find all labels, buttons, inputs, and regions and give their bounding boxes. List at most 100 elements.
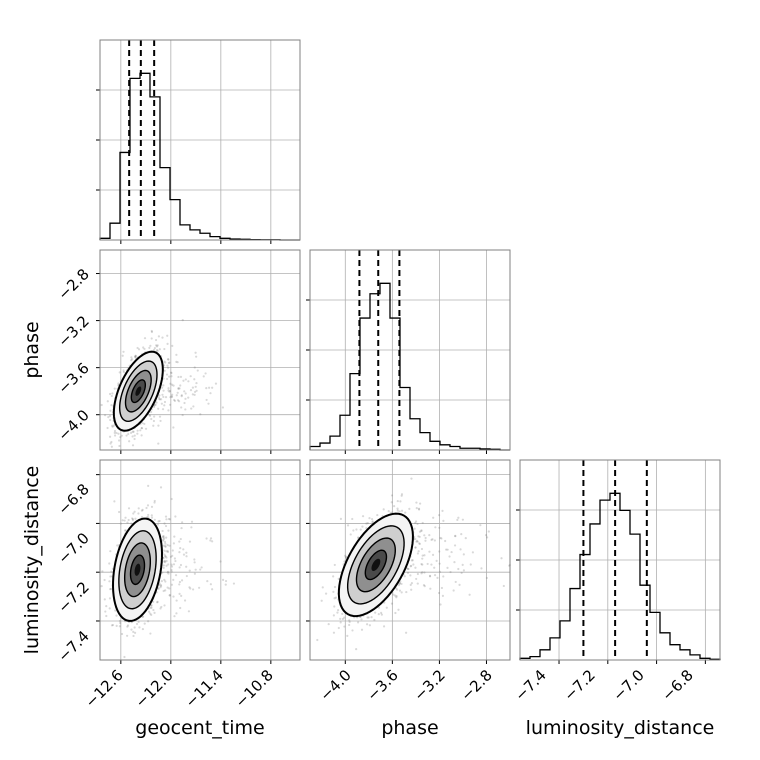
scatter-point	[132, 512, 135, 515]
scatter-point	[136, 429, 139, 432]
scatter-point	[166, 334, 169, 337]
scatter-point	[403, 575, 406, 578]
scatter-point	[133, 434, 136, 437]
scatter-point	[209, 392, 212, 395]
scatter-point	[170, 371, 173, 375]
scatter-point	[423, 584, 426, 588]
scatter-point	[406, 571, 410, 574]
scatter-point	[433, 539, 436, 542]
scatter-point	[131, 444, 135, 447]
scatter-point	[211, 386, 214, 389]
scatter-point	[416, 572, 419, 576]
scatter-point	[163, 522, 166, 525]
scatter-point	[131, 430, 134, 433]
scatter-point	[208, 386, 211, 389]
scatter-point	[183, 599, 187, 602]
scatter-point	[109, 588, 112, 591]
scatter-point	[137, 512, 140, 515]
scatter-point	[177, 400, 181, 403]
scatter-point	[157, 424, 160, 427]
scatter-point	[164, 580, 167, 583]
scatter-point	[178, 387, 181, 390]
scatter-point	[166, 358, 170, 361]
scatter-point	[137, 348, 141, 351]
scatter-point	[439, 536, 442, 540]
scatter-point	[182, 553, 186, 556]
scatter-point	[106, 400, 109, 403]
scatter-point	[356, 621, 360, 624]
scatter-point	[500, 557, 503, 560]
scatter-point	[171, 344, 174, 347]
panel-density-geocent_time-luminosity_distance	[96, 459, 301, 664]
scatter-point	[179, 375, 183, 378]
scatter-point	[460, 533, 463, 536]
scatter-point	[332, 575, 335, 578]
scatter-point	[169, 555, 173, 558]
scatter-point	[167, 389, 170, 392]
scatter-point	[112, 424, 115, 427]
scatter-point	[179, 537, 182, 541]
scatter-point	[118, 625, 121, 628]
scatter-point	[456, 518, 459, 522]
scatter-point	[142, 346, 145, 349]
scatter-point	[166, 364, 169, 367]
scatter-point	[127, 432, 130, 436]
scatter-point	[445, 548, 448, 551]
scatter-point	[162, 589, 165, 593]
scatter-point	[178, 566, 181, 569]
scatter-point	[165, 556, 168, 559]
scatter-point	[154, 338, 158, 342]
scatter-point	[155, 349, 159, 352]
scatter-point	[458, 583, 461, 586]
scatter-point	[169, 395, 172, 399]
scatter-point	[109, 418, 112, 422]
scatter-point	[221, 406, 225, 409]
scatter-point	[153, 499, 156, 503]
scatter-point	[206, 580, 209, 583]
scatter-point	[162, 535, 165, 538]
scatter-point	[333, 585, 337, 589]
scatter-point	[119, 522, 122, 525]
scatter-point	[130, 359, 133, 362]
scatter-point	[193, 558, 196, 561]
scatter-point	[370, 518, 374, 521]
panel-density-geocent_time-phase	[96, 249, 301, 454]
scatter-point	[147, 513, 150, 517]
scatter-point	[113, 500, 116, 503]
scatter-point	[418, 542, 421, 546]
scatter-point	[122, 369, 125, 372]
scatter-point	[344, 554, 347, 557]
scatter-point	[105, 614, 108, 618]
scatter-point	[155, 401, 158, 404]
scatter-point	[103, 578, 106, 582]
scatter-point	[438, 526, 441, 529]
scatter-point	[428, 574, 432, 577]
scatter-point	[214, 382, 218, 385]
scatter-point	[177, 375, 180, 379]
scatter-point	[461, 518, 464, 521]
scatter-point	[457, 516, 460, 519]
scatter-point	[113, 431, 116, 434]
scatter-point	[390, 501, 393, 504]
scatter-point	[420, 572, 423, 575]
panel-frame	[309, 249, 511, 451]
scatter-point	[123, 529, 127, 532]
scatter-point	[479, 524, 482, 527]
scatter-point	[106, 426, 109, 430]
scatter-point	[205, 537, 208, 540]
scatter-point	[346, 634, 349, 637]
scatter-point	[171, 393, 174, 396]
scatter-point	[193, 378, 196, 381]
scatter-point	[421, 557, 424, 560]
scatter-point	[166, 586, 169, 589]
scatter-point	[355, 528, 358, 531]
scatter-point	[178, 551, 181, 554]
scatter-point	[132, 634, 135, 638]
scatter-point	[404, 631, 408, 634]
scatter-point	[464, 537, 467, 540]
scatter-point	[166, 543, 169, 547]
panel-background	[310, 460, 510, 660]
scatter-point	[175, 394, 178, 397]
scatter-point	[158, 398, 161, 401]
